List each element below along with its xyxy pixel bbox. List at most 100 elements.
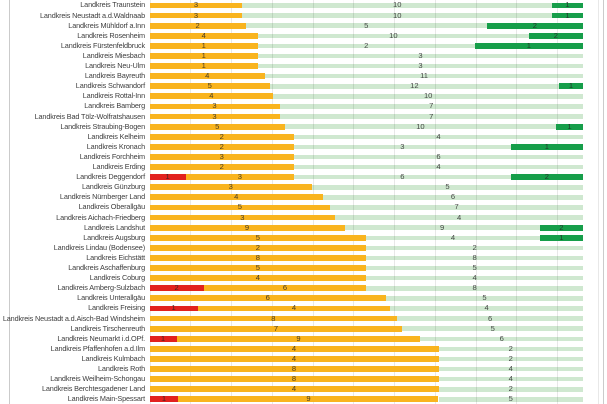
bar-segment-dark-green[interactable]	[528, 32, 583, 39]
bar-segment-orange[interactable]	[149, 63, 258, 69]
bar-segment-orange[interactable]	[149, 154, 294, 160]
bar-segment-orange[interactable]	[178, 396, 439, 403]
bar-segment-orange[interactable]	[149, 255, 367, 261]
bar-segment-orange[interactable]	[149, 83, 270, 90]
bar-segment-light-green[interactable]	[294, 174, 511, 180]
bar-segment-light-green[interactable]	[438, 356, 583, 362]
bar-segment-light-green[interactable]	[242, 3, 553, 8]
bar-segment-light-green[interactable]	[242, 13, 553, 18]
bar-segment-orange[interactable]	[149, 275, 367, 282]
bar-segment-light-green[interactable]	[420, 336, 583, 342]
bar-segment-dark-green[interactable]	[555, 123, 583, 130]
bar-segment-red[interactable]	[149, 396, 179, 403]
bar-segment-orange[interactable]	[149, 113, 280, 120]
bar-segment-orange[interactable]	[149, 386, 439, 393]
bar-segment-orange[interactable]	[149, 22, 246, 29]
bar-segment-light-green[interactable]	[438, 397, 583, 402]
bar-segment-orange[interactable]	[149, 194, 323, 201]
bar-segment-orange[interactable]	[149, 315, 398, 322]
bar-segment-orange[interactable]	[149, 133, 294, 140]
bar-segment-light-green[interactable]	[335, 215, 583, 220]
bar-segment-orange[interactable]	[149, 164, 294, 170]
bar-segment-orange[interactable]	[149, 366, 439, 372]
bar-segment-light-green[interactable]	[294, 164, 583, 170]
bar-segment-light-green[interactable]	[294, 154, 583, 160]
bar-segment-dark-green[interactable]	[558, 83, 583, 90]
bar-segment-light-green[interactable]	[390, 306, 583, 311]
bar-segment-orange[interactable]	[149, 214, 336, 221]
bar-segment-red[interactable]	[149, 305, 198, 312]
bar-segment-dark-green[interactable]	[510, 143, 583, 150]
bar-segment-light-green[interactable]	[279, 114, 583, 119]
bar-segment-orange[interactable]	[149, 12, 243, 19]
bar-segment-orange[interactable]	[149, 234, 367, 241]
bar-segment-orange[interactable]	[149, 103, 280, 110]
bar-segment-dark-green[interactable]	[552, 12, 583, 19]
bar-segment-orange[interactable]	[149, 265, 367, 271]
bar-segment-orange[interactable]	[149, 32, 258, 39]
bar-segment-light-green[interactable]	[257, 43, 475, 49]
bar-segment-light-green[interactable]	[397, 316, 583, 321]
bar-segment-light-green[interactable]	[312, 185, 583, 190]
bar-segment-orange[interactable]	[149, 93, 274, 100]
bar-segment-orange[interactable]	[149, 143, 294, 150]
bar-segment-light-green[interactable]	[284, 124, 556, 129]
bar-segment-red[interactable]	[149, 335, 177, 342]
bar-segment-light-green[interactable]	[279, 104, 583, 109]
bar-segment-orange[interactable]	[149, 345, 439, 352]
bar-segment-dark-green[interactable]	[474, 42, 583, 49]
bar-segment-light-green[interactable]	[322, 195, 583, 200]
bar-segment-orange[interactable]	[197, 305, 391, 312]
bar-segment-orange[interactable]	[149, 356, 439, 362]
bar-segment-orange[interactable]	[185, 174, 294, 181]
bar-segment-light-green[interactable]	[438, 387, 583, 392]
bar-segment-light-green[interactable]	[257, 33, 529, 39]
bar-segment-orange[interactable]	[149, 123, 285, 130]
segment-value-light-green: 7	[454, 202, 459, 212]
bar-segment-light-green[interactable]	[438, 346, 583, 352]
bar-segment-dark-green[interactable]	[539, 234, 583, 241]
bar-segment-light-green[interactable]	[330, 205, 583, 210]
bar-segment-light-green[interactable]	[366, 235, 540, 241]
bar-segment-light-green[interactable]	[366, 265, 583, 271]
bar-segment-light-green[interactable]	[438, 376, 583, 382]
bar-segment-light-green[interactable]	[257, 63, 583, 69]
bar-segment-orange[interactable]	[149, 376, 439, 383]
bar-segment-light-green[interactable]	[294, 144, 511, 150]
bar-segment-light-green[interactable]	[402, 326, 583, 331]
bar-segment-dark-green[interactable]	[552, 2, 583, 9]
bar-segment-light-green[interactable]	[438, 366, 583, 372]
bar-segment-light-green[interactable]	[245, 23, 487, 28]
bar-segment-orange[interactable]	[176, 335, 421, 342]
segment-value-light-green: 6	[400, 172, 405, 182]
chart-row: Landkreis Unterallgäu 6 5	[0, 293, 607, 303]
bar-segment-light-green[interactable]	[294, 134, 583, 140]
bar-segment-dark-green[interactable]	[539, 224, 583, 231]
bar-segment-orange[interactable]	[149, 73, 266, 80]
bar-segment-orange[interactable]	[149, 295, 386, 302]
bar-segment-orange[interactable]	[149, 204, 331, 211]
bar-segment-light-green[interactable]	[257, 53, 583, 59]
bar-segment-dark-green[interactable]	[486, 22, 583, 29]
bar-segment-light-green[interactable]	[273, 94, 583, 99]
segment-value-orange: 9	[244, 222, 250, 232]
bar-segment-light-green[interactable]	[366, 286, 583, 291]
bar-segment-orange[interactable]	[149, 53, 258, 59]
bar-segment-orange[interactable]	[149, 2, 243, 9]
bar-segment-light-green[interactable]	[366, 255, 583, 261]
bar-segment-orange[interactable]	[149, 42, 258, 49]
bar-segment-light-green[interactable]	[344, 225, 540, 230]
bar-segment-light-green[interactable]	[366, 245, 583, 251]
bar-segment-orange[interactable]	[149, 184, 313, 191]
bar-segment-orange[interactable]	[149, 224, 345, 231]
bar-segment-light-green[interactable]	[366, 275, 583, 281]
bar-segment-light-green[interactable]	[269, 84, 559, 89]
bar-segment-light-green[interactable]	[265, 73, 583, 79]
bar-segment-dark-green[interactable]	[510, 174, 583, 181]
bar-segment-red[interactable]	[149, 285, 204, 292]
bar-segment-red[interactable]	[149, 174, 186, 181]
bar-segment-orange[interactable]	[149, 325, 403, 332]
bar-segment-orange[interactable]	[203, 285, 367, 292]
bar-segment-orange[interactable]	[149, 244, 367, 251]
bar-segment-light-green[interactable]	[385, 296, 583, 301]
